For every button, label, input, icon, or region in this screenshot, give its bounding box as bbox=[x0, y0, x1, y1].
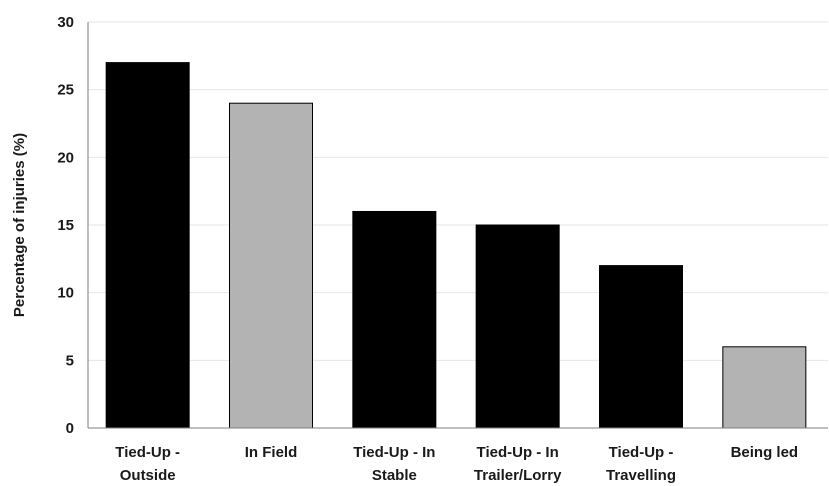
x-category-label: Tied-Up - In Stable bbox=[353, 444, 435, 484]
bars bbox=[105, 62, 807, 429]
y-tick-label: 5 bbox=[66, 352, 74, 369]
y-tick-label: 25 bbox=[57, 82, 74, 99]
bar bbox=[475, 224, 560, 429]
x-category-label: Being led bbox=[731, 444, 799, 461]
gridlines bbox=[88, 21, 828, 361]
y-tick-label: 10 bbox=[57, 285, 74, 302]
y-tick-label: 20 bbox=[57, 149, 74, 166]
bar bbox=[722, 346, 807, 429]
bar bbox=[229, 102, 313, 429]
x-category-label: Tied-Up -Outside bbox=[115, 444, 180, 484]
y-tick-label: 15 bbox=[57, 217, 74, 234]
y-tick-labels: 0 5 10 15 20 25 30 bbox=[57, 14, 74, 437]
x-category-label: Tied-Up - In Trailer/Lorry bbox=[474, 444, 562, 484]
bar bbox=[599, 265, 683, 429]
x-category-label: In Field bbox=[245, 444, 298, 461]
y-tick-label: 30 bbox=[57, 14, 74, 31]
x-category-labels: Tied-Up -Outside In Field Tied-Up - In Stab… bbox=[115, 444, 798, 484]
x-category-label: Tied-Up -Travelling bbox=[606, 444, 676, 484]
bar bbox=[105, 62, 190, 429]
y-tick-label: 0 bbox=[66, 420, 74, 437]
y-axis-title: Percentage of injuries (%) bbox=[11, 133, 28, 317]
bar bbox=[352, 210, 437, 429]
